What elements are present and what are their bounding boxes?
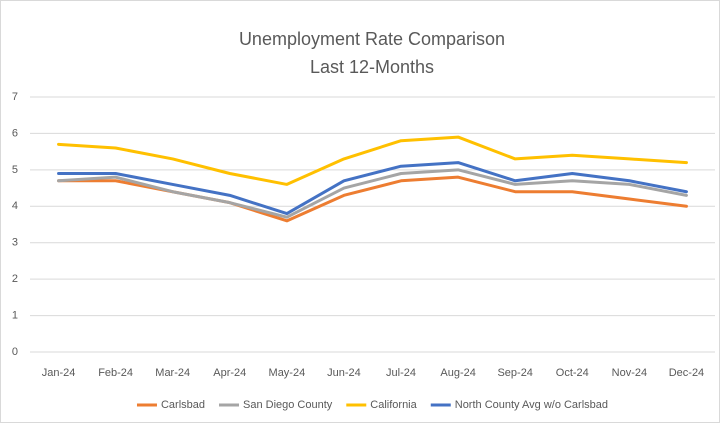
x-tick-label: Nov-24 bbox=[612, 367, 647, 379]
chart-subtitle: Last 12-Months bbox=[310, 57, 434, 77]
x-tick-label: Apr-24 bbox=[213, 367, 246, 379]
x-tick-label: Mar-24 bbox=[155, 367, 190, 379]
x-tick-label: Oct-24 bbox=[556, 367, 589, 379]
x-tick-label: Feb-24 bbox=[98, 367, 133, 379]
series-line bbox=[57, 161, 688, 216]
y-tick-label: 4 bbox=[12, 200, 18, 212]
x-tick-label: Dec-24 bbox=[669, 367, 704, 379]
y-tick-label: 5 bbox=[12, 164, 18, 176]
legend-label: Carlsbad bbox=[161, 399, 205, 411]
x-tick-label: Sep-24 bbox=[497, 367, 532, 379]
y-tick-label: 6 bbox=[12, 127, 18, 139]
x-tick-label: Jan-24 bbox=[42, 367, 76, 379]
x-tick-label: May-24 bbox=[269, 367, 306, 379]
y-tick-label: 7 bbox=[12, 91, 18, 103]
legend-label: North County Avg w/o Carlsbad bbox=[455, 399, 608, 411]
x-tick-label: Jun-24 bbox=[327, 367, 361, 379]
x-tick-label: Jul-24 bbox=[386, 367, 416, 379]
x-tick-label: Aug-24 bbox=[440, 367, 475, 379]
y-tick-label: 2 bbox=[12, 273, 18, 285]
y-tick-label: 3 bbox=[12, 237, 18, 249]
y-tick-label: 0 bbox=[12, 346, 18, 358]
series-line bbox=[57, 135, 688, 186]
legend-label: San Diego County bbox=[243, 399, 333, 411]
chart-title: Unemployment Rate Comparison bbox=[239, 29, 505, 49]
y-tick-label: 1 bbox=[12, 309, 18, 321]
series-line bbox=[57, 168, 688, 219]
legend-label: California bbox=[370, 399, 417, 411]
